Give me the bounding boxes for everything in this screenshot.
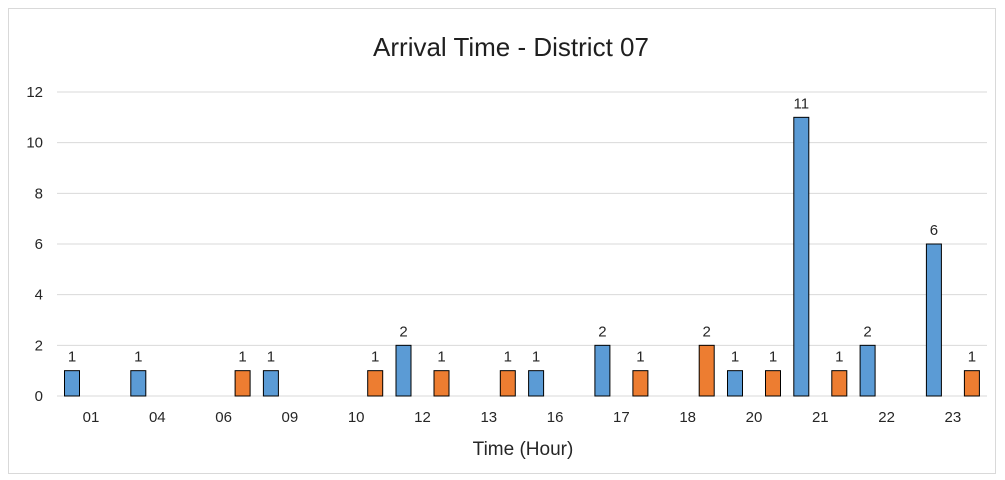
bar [64,370,80,397]
x-tick-label: 01 [83,409,100,426]
x-tick-label: 16 [547,409,564,426]
data-label: 1 [769,349,777,366]
y-tick-label: 2 [35,337,43,354]
data-label: 1 [532,349,540,366]
bar [859,344,876,397]
bar [262,370,279,397]
data-label: 1 [134,349,142,366]
x-tick-label: 20 [746,409,763,426]
bar [130,370,147,397]
x-axis-label: Time (Hour) [473,439,574,460]
y-tick-label: 10 [26,135,43,152]
data-label: 1 [267,349,275,366]
data-label: 2 [703,323,711,340]
gridlines [57,91,987,397]
x-tick-label: 23 [945,409,962,426]
x-axis-ticks: 01 04 06 09 10 12 13 16 17 18 20 21 22 23 [83,409,962,426]
x-tick-label: 10 [348,409,365,426]
data-label: 1 [968,349,976,366]
x-tick-label: 22 [878,409,895,426]
y-tick-label: 0 [35,388,43,405]
x-tick-label: 04 [149,409,166,426]
x-tick-label: 18 [679,409,696,426]
data-label: 1 [68,349,76,366]
y-tick-label: 6 [35,236,43,253]
bar [831,370,848,397]
data-label: 1 [835,349,843,366]
data-label: 2 [863,323,871,340]
x-tick-label: 06 [215,409,232,426]
bar [594,344,611,397]
x-tick-label: 21 [812,409,829,426]
x-tick-label: 13 [480,409,497,426]
y-tick-label: 8 [35,185,43,202]
bar [528,370,545,397]
y-tick-label: 12 [26,84,43,101]
data-label: 1 [371,349,379,366]
y-axis-ticks: 0 2 4 6 8 10 12 [26,84,43,405]
chart-frame: 1 1 1 1 1 2 1 1 1 2 1 2 1 1 11 1 2 6 1 0 2 4 6 8 10 12 01 04 06 09 1… [8,8,996,474]
bars [64,116,980,397]
data-label: 1 [504,349,512,366]
bar [963,370,980,397]
x-tick-label: 09 [282,409,299,426]
data-label: 1 [731,349,739,366]
data-label: 2 [598,323,606,340]
bar [367,370,384,397]
data-label: 2 [399,323,407,340]
x-tick-label: 17 [613,409,630,426]
bar [433,370,450,397]
bar [632,370,649,397]
bar [395,344,412,397]
bar [234,370,251,397]
data-label: 11 [794,95,810,112]
x-tick-label: 12 [414,409,431,426]
bar [793,116,810,397]
data-label: 1 [437,349,445,366]
data-label: 6 [930,222,938,239]
data-label: 1 [238,349,246,366]
y-tick-label: 4 [35,287,43,304]
bar [727,370,743,397]
data-label: 1 [636,349,644,366]
bar [698,344,715,397]
bar [765,370,781,397]
bar [925,243,942,397]
chart-title: Arrival Time - District 07 [373,32,649,62]
bar [499,370,516,397]
